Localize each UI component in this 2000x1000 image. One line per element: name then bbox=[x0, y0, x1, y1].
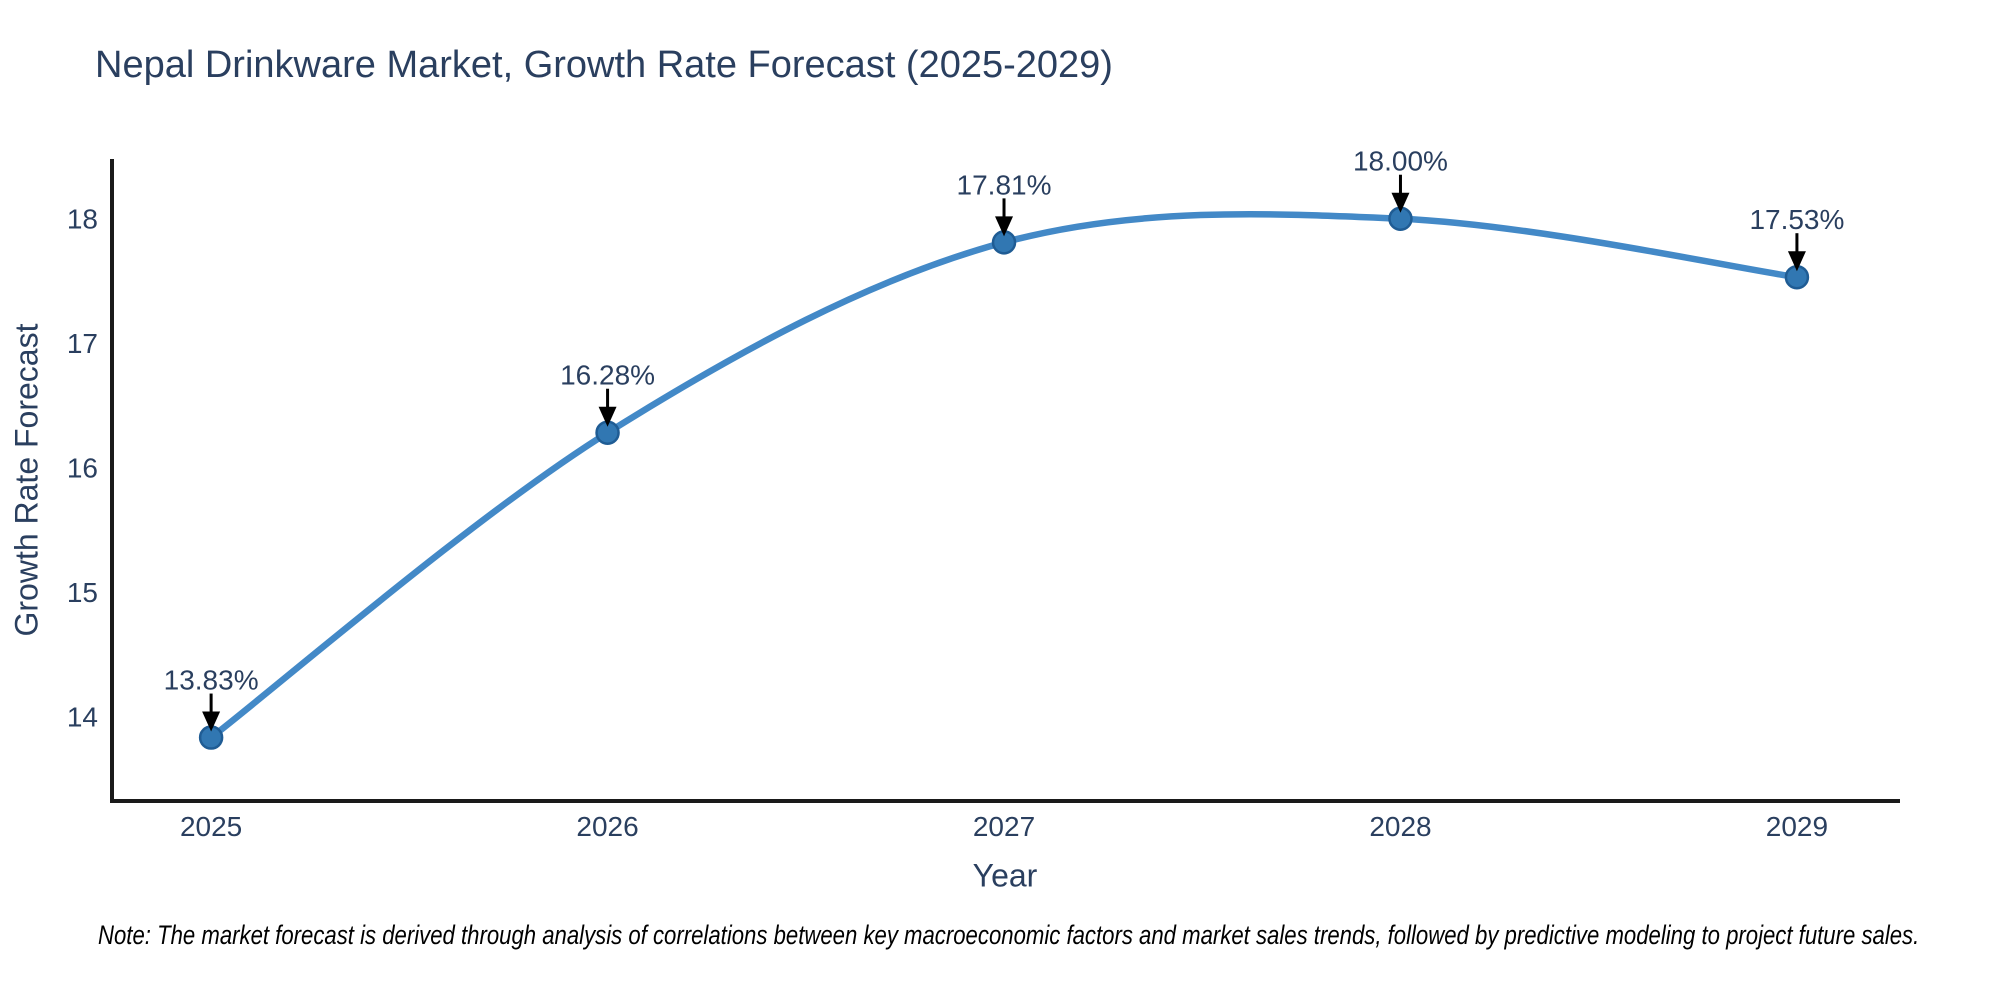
point-value-label: 17.81% bbox=[957, 169, 1052, 200]
x-tick-label: 2029 bbox=[1766, 811, 1828, 842]
y-tick-label: 18 bbox=[67, 204, 98, 235]
x-tick-label: 2028 bbox=[1369, 811, 1431, 842]
annotation-arrowhead-icon bbox=[995, 216, 1014, 237]
y-axis-title: Growth Rate Forecast bbox=[8, 323, 45, 637]
x-axis-title: Year bbox=[972, 857, 1038, 894]
x-tick-label: 2026 bbox=[576, 811, 638, 842]
annotation-arrowhead-icon bbox=[1787, 251, 1806, 272]
chart-title: Nepal Drinkware Market, Growth Rate Fore… bbox=[95, 44, 1113, 86]
point-value-label: 16.28% bbox=[560, 360, 655, 391]
x-tick-label: 2027 bbox=[973, 811, 1035, 842]
point-value-label: 17.53% bbox=[1749, 204, 1844, 235]
footnote: Note: The market forecast is derived thr… bbox=[98, 920, 1920, 950]
x-tick-label: 2025 bbox=[180, 811, 242, 842]
y-tick-label: 16 bbox=[67, 453, 98, 484]
annotation-arrowhead-icon bbox=[1391, 192, 1410, 213]
trend-line bbox=[207, 210, 1801, 741]
point-value-label: 13.83% bbox=[164, 665, 259, 696]
y-tick-label: 15 bbox=[67, 577, 98, 608]
y-tick-label: 14 bbox=[67, 701, 98, 732]
y-tick-label: 17 bbox=[67, 328, 98, 359]
annotation-arrowhead-icon bbox=[202, 711, 221, 732]
point-value-label: 18.00% bbox=[1353, 146, 1448, 177]
annotation-arrowhead-icon bbox=[598, 406, 617, 427]
